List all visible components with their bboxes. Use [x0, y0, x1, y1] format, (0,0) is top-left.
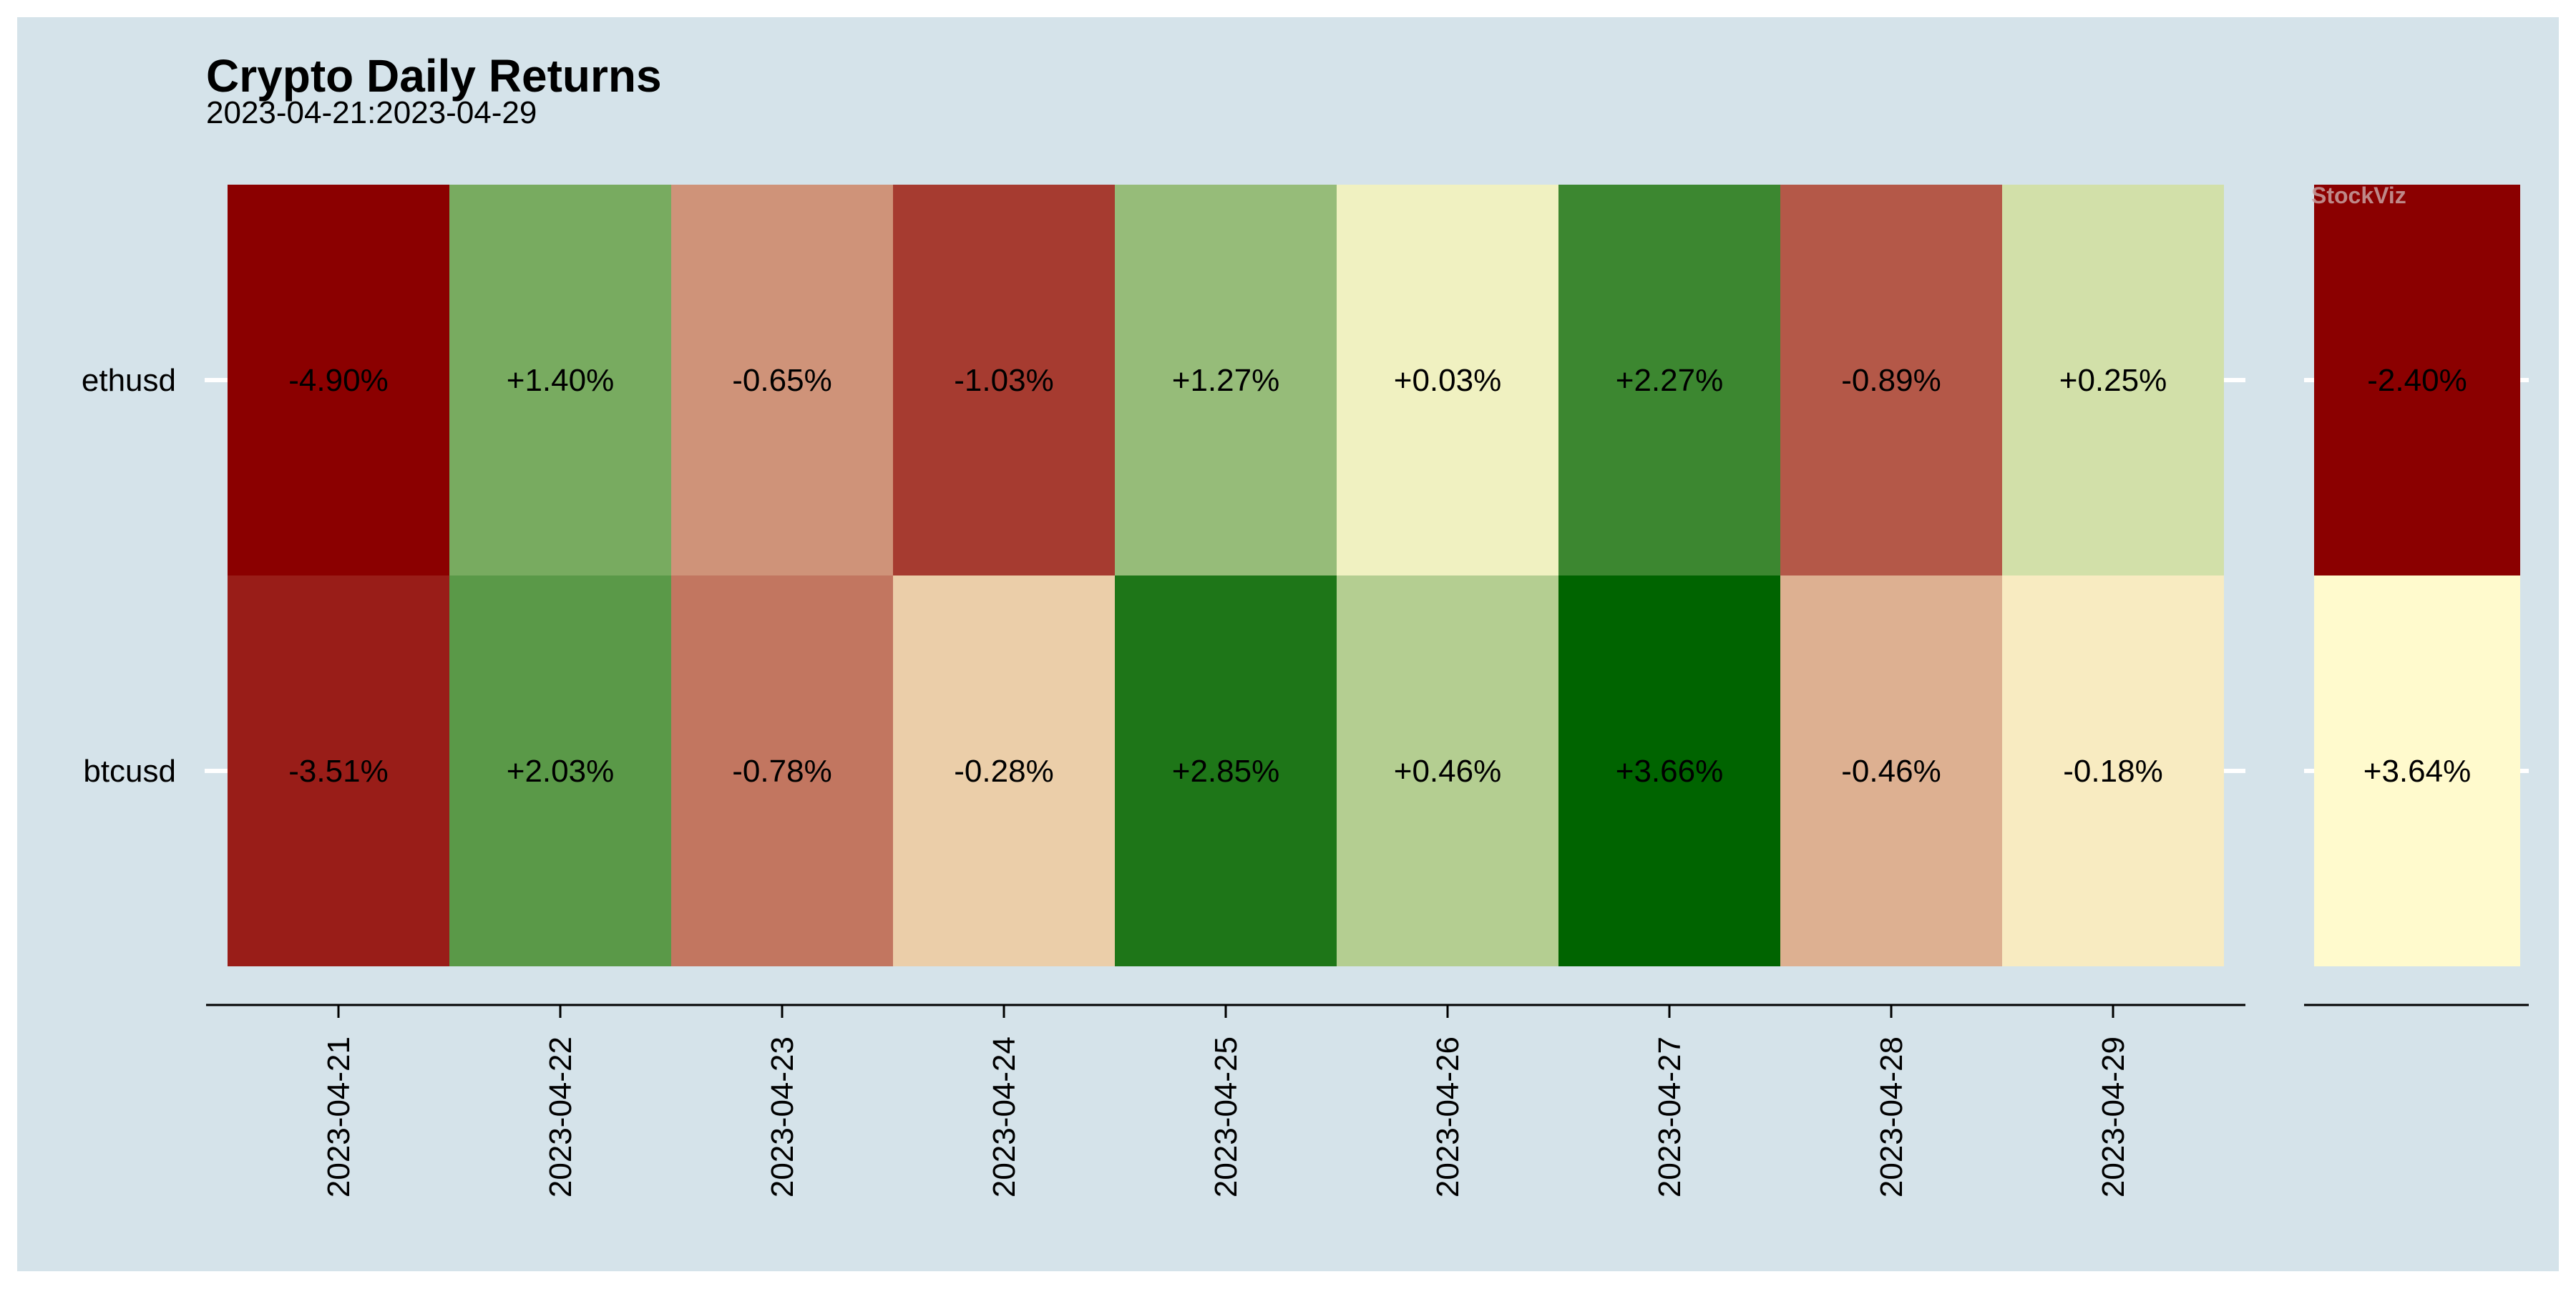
- total-cell: [2314, 185, 2520, 575]
- cell-value-label: -0.78%: [732, 754, 831, 789]
- cell-value-label: -3.51%: [288, 754, 388, 789]
- heatmap-cell: [1115, 575, 1337, 966]
- cell-value-label: -4.90%: [288, 363, 388, 398]
- heatmap-cell: [2002, 185, 2224, 575]
- x-tick-label: 2023-04-26: [1430, 1036, 1465, 1198]
- x-tick-label: 2023-04-27: [1652, 1036, 1687, 1198]
- heatmap-cell: [1558, 575, 1780, 966]
- cell-value-label: +0.03%: [1394, 363, 1501, 398]
- cell-labels: -4.90% +1.40% -0.65% -1.03% +1.27% +0.03% +2.2…: [288, 363, 2471, 789]
- x-tick-label: 2023-04-29: [2096, 1036, 2131, 1198]
- heatmap-cell: [449, 575, 671, 966]
- x-tick-label: 2023-04-21: [321, 1036, 356, 1198]
- x-tick-label: 2023-04-24: [987, 1036, 1022, 1198]
- heatmap-cell: [449, 185, 671, 575]
- heatmap-cell: [893, 575, 1115, 966]
- cell-value-label: -0.46%: [1841, 754, 1941, 789]
- heatmap-cell: [671, 185, 893, 575]
- daily-cells: [228, 185, 2224, 966]
- heatmap-cell: [1115, 185, 1337, 575]
- row-label: ethusd: [82, 363, 176, 398]
- cell-value-label: -0.89%: [1841, 363, 1941, 398]
- heatmap-cell: [1780, 575, 2002, 966]
- heatmap-cell: [1558, 185, 1780, 575]
- heatmap-cell: [893, 185, 1115, 575]
- x-tick-label: 2023-04-22: [543, 1036, 578, 1198]
- heatmap-cell: [228, 185, 449, 575]
- cell-value-label: +0.25%: [2059, 363, 2167, 398]
- x-axis: 2023-04-21 2023-04-22 2023-04-23 2023-04-24…: [206, 1004, 2529, 1198]
- cell-value-label: -0.65%: [732, 363, 831, 398]
- total-value-label: -2.40%: [2367, 363, 2467, 398]
- heatmap-cell: [2002, 575, 2224, 966]
- row-labels: ethusd btcusd: [82, 363, 2529, 789]
- heatmap-cell: [671, 575, 893, 966]
- x-tick-label: 2023-04-28: [1874, 1036, 1909, 1198]
- cell-value-label: -0.28%: [954, 754, 1053, 789]
- x-tick-label: 2023-04-23: [765, 1036, 800, 1198]
- cell-value-label: +0.46%: [1394, 754, 1501, 789]
- heatmap-cell: [1337, 575, 1558, 966]
- cell-value-label: +1.27%: [1172, 363, 1279, 398]
- total-cell: [2314, 575, 2520, 966]
- cell-value-label: +1.40%: [507, 363, 614, 398]
- cell-value-label: -1.03%: [954, 363, 1053, 398]
- watermark: StockViz: [2311, 183, 2406, 208]
- total-cells: [2314, 185, 2520, 966]
- cell-value-label: -0.18%: [2063, 754, 2162, 789]
- cell-value-label: +2.03%: [507, 754, 614, 789]
- row-label: btcusd: [83, 754, 176, 789]
- x-tick-label: 2023-04-25: [1209, 1036, 1244, 1198]
- cell-value-label: +2.27%: [1616, 363, 1723, 398]
- chart-subtitle: 2023-04-21:2023-04-29: [206, 95, 537, 130]
- chart-title: Crypto Daily Returns: [206, 50, 662, 102]
- cell-value-label: +3.66%: [1616, 754, 1723, 789]
- heatmap-cell: [1337, 185, 1558, 575]
- total-value-label: +3.64%: [2363, 754, 2471, 789]
- heatmap-cell: [1780, 185, 2002, 575]
- heatmap-cell: [228, 575, 449, 966]
- cell-value-label: +2.85%: [1172, 754, 1279, 789]
